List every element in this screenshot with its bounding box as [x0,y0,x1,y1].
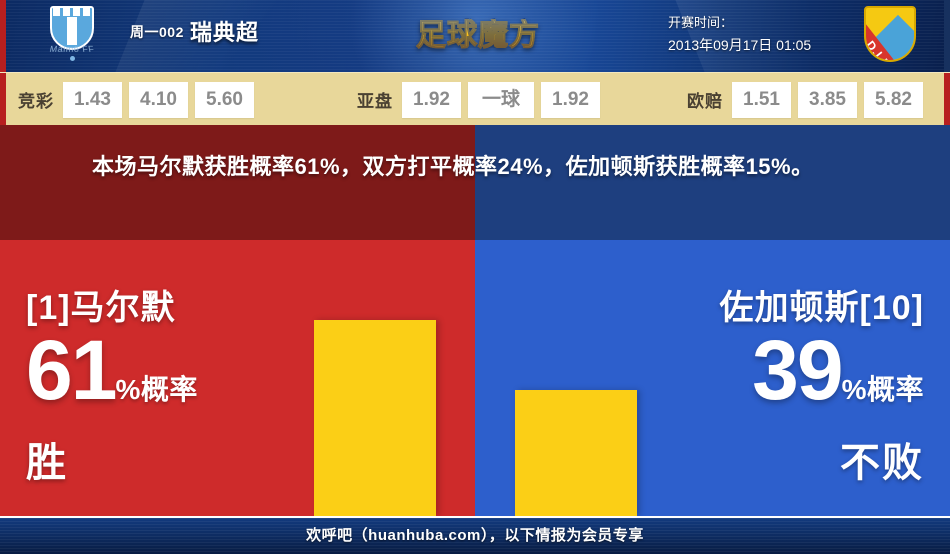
odds-bar: 竞彩 1.43 4.10 5.60 亚盘 1.92 一球 1.92 欧赔 1.5… [0,72,950,126]
home-crest-caption: Malmö FF [48,44,96,54]
odds-value-away[interactable]: 5.60 [195,81,254,118]
summary-band-right-half [475,125,950,240]
footer-bar: 欢呼吧（huanhuba.com），以下情报为会员专享 [0,518,950,554]
league-name: 瑞典超 [190,20,260,45]
euro-odds-away[interactable]: 5.82 [864,81,923,118]
footer-separator [0,516,950,518]
away-team-crest-icon: D.I.F. [864,6,916,62]
away-stats: 佐加顿斯[10] 39%概率 不败 [624,240,924,516]
brand-logo-text: 足球魔方 [416,19,540,53]
odds-edge-left [0,73,6,126]
odds-group-jingcai: 竞彩 1.43 4.10 5.60 [18,73,261,126]
header-edge-right [944,0,950,72]
away-probability-bar [515,390,637,516]
summary-band: 本场马尔默获胜概率61%，双方打平概率24%，佐加顿斯获胜概率15%。 [0,125,950,240]
battlement-1 [53,8,60,16]
home-percent-row: 61%概率 [26,328,326,412]
battlement-2 [63,8,70,16]
odds-value-home[interactable]: 1.43 [63,81,122,118]
header-edge-left [0,0,6,72]
shield-stripe [67,17,77,45]
odds-group-label: 竞彩 [18,92,54,111]
malmo-shield-icon [50,6,94,50]
away-team-name: 佐加顿斯[10] [719,289,924,327]
summary-text: 本场马尔默获胜概率61%，双方打平概率24%，佐加顿斯获胜概率15%。 [92,154,814,179]
home-percent-unit: %概率 [115,374,198,405]
away-percent-value: 39 [752,323,843,417]
header-bar: Malmö FF 周一002 瑞典超 足球魔方 开赛时间： 2013年09月17… [0,0,950,72]
odds-group-oupei: 欧赔 1.51 3.85 5.82 [687,73,930,126]
footer-text: 欢呼吧（huanhuba.com），以下情报为会员专享 [306,527,644,544]
kickoff-time: 2013年09月17日 01:05 [668,37,812,53]
kickoff-label: 开赛时间： [668,15,734,30]
brand-logo[interactable]: 足球魔方 [398,12,558,60]
handicap-value-away[interactable]: 1.92 [541,81,600,118]
home-team-name: [1]马尔默 [26,289,176,327]
battlement-4 [83,8,90,16]
away-percent-row: 39%概率 [624,328,924,412]
away-percent-unit: %概率 [841,374,924,405]
crest-dot-icon [70,56,75,61]
home-team-crest-icon: Malmö FF [42,4,102,61]
home-probability-bar [314,320,436,516]
summary-band-left-half [0,125,475,240]
odds-group-label: 欧赔 [687,92,723,111]
handicap-value-home[interactable]: 1.92 [402,81,461,118]
euro-odds-draw[interactable]: 3.85 [798,81,857,118]
match-week-code: 周一002 [130,24,184,40]
probability-chart: [1]马尔默 61%概率 胜 佐加顿斯[10] 39%概率 不败 [0,240,950,516]
odds-edge-right [944,73,950,126]
odds-group-label: 亚盘 [357,92,393,111]
home-verdict: 胜 [26,441,68,485]
battlement-3 [73,8,80,16]
djurgarden-shield-icon: D.I.F. [864,6,916,62]
away-verdict: 不败 [840,441,924,485]
home-stats: [1]马尔默 61%概率 胜 [26,240,326,516]
euro-odds-home[interactable]: 1.51 [732,81,791,118]
odds-value-draw[interactable]: 4.10 [129,81,188,118]
odds-group-yapan: 亚盘 1.92 一球 1.92 [357,73,607,126]
home-percent-value: 61 [26,323,117,417]
handicap-line[interactable]: 一球 [468,81,534,118]
